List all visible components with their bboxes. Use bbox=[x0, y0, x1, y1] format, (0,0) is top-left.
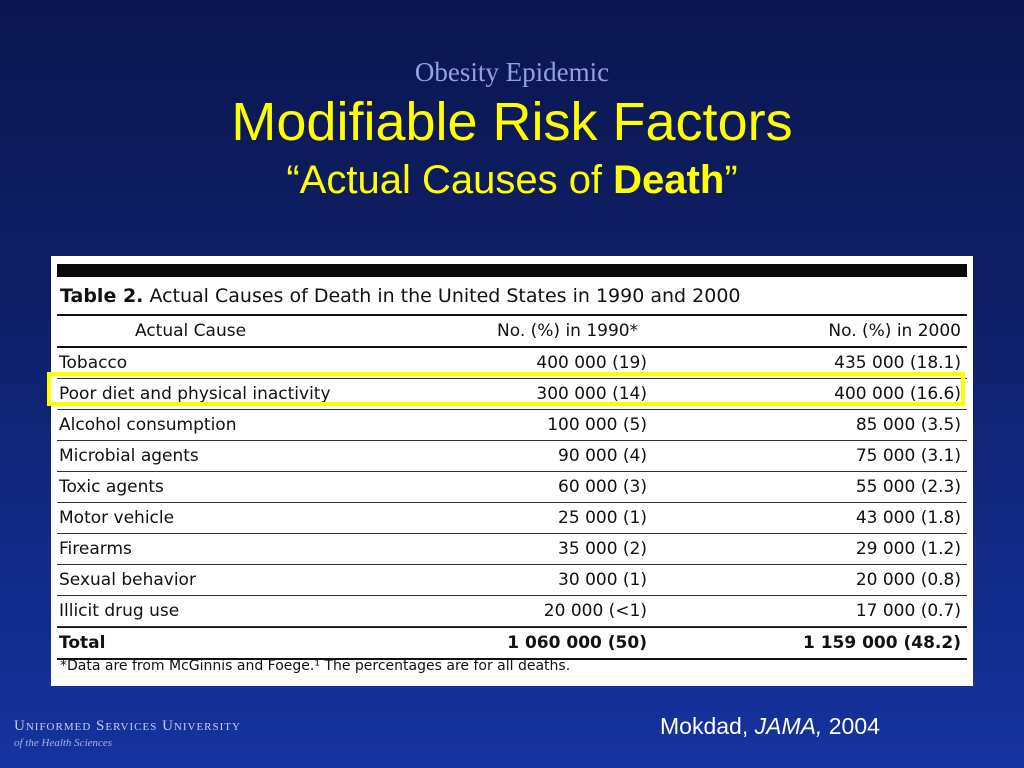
cell-cause: Toxic agents bbox=[59, 477, 164, 497]
cell-2000: 400 000 (16.6) bbox=[834, 384, 961, 404]
citation: Mokdad, JAMA, 2004 bbox=[660, 710, 950, 742]
column-header-cause: Actual Cause bbox=[135, 321, 247, 341]
logo-subname: of the Health Sciences bbox=[14, 737, 113, 749]
cell-1990: 30 000 (1) bbox=[558, 570, 647, 590]
cell-cause: Poor diet and physical inactivity bbox=[59, 384, 331, 404]
cell-cause: Motor vehicle bbox=[59, 508, 175, 528]
cell-2000: 17 000 (0.7) bbox=[855, 601, 961, 621]
table-row: Microbial agents 90 000 (4) 75 000 (3.1) bbox=[57, 441, 967, 472]
column-header-2000: No. (%) in 2000 bbox=[828, 321, 961, 341]
slide-overtitle: Obesity Epidemic bbox=[414, 57, 610, 87]
slide-header: Obesity Epidemic Modifiable Risk Factors… bbox=[0, 54, 1024, 206]
cell-1990: 35 000 (2) bbox=[558, 539, 647, 559]
column-header-1990: No. (%) in 1990* bbox=[497, 321, 639, 341]
citation-author: Mokdad, bbox=[660, 713, 755, 739]
cell-2000: 43 000 (1.8) bbox=[855, 508, 961, 528]
citation-journal: JAMA, bbox=[754, 713, 823, 739]
university-logo: Uniformed Services University of the Hea… bbox=[14, 716, 304, 756]
cell-1990: 20 000 (<1) bbox=[543, 601, 647, 621]
table-caption: Table 2. Actual Causes of Death in the U… bbox=[60, 280, 966, 312]
citation-year: 2004 bbox=[822, 713, 880, 739]
table-footnote: *Data are from McGinnis and Foege.¹ The … bbox=[60, 658, 571, 674]
table-row: Motor vehicle 25 000 (1) 43 000 (1.8) bbox=[57, 503, 967, 534]
cell-2000: 85 000 (3.5) bbox=[855, 415, 961, 435]
slide-subtitle: “Actual Causes of Death” bbox=[0, 154, 1024, 206]
subtitle-suffix: ” bbox=[724, 158, 738, 202]
table-panel: Table 2. Actual Causes of Death in the U… bbox=[51, 256, 973, 686]
cell-cause: Sexual behavior bbox=[59, 570, 196, 590]
total-1990: 1 060 000 (50) bbox=[507, 633, 647, 653]
table-caption-label: Table 2. bbox=[60, 285, 144, 307]
cell-cause: Tobacco bbox=[59, 353, 128, 373]
cell-2000: 29 000 (1.2) bbox=[855, 539, 961, 559]
table-total-row: Total 1 060 000 (50) 1 159 000 (48.2) bbox=[57, 627, 967, 660]
table-row: Alcohol consumption 100 000 (5) 85 000 (… bbox=[57, 410, 967, 441]
cell-2000: 75 000 (3.1) bbox=[855, 446, 961, 466]
cell-1990: 90 000 (4) bbox=[558, 446, 647, 466]
table-row: Toxic agents 60 000 (3) 55 000 (2.3) bbox=[57, 472, 967, 503]
cell-2000: 435 000 (18.1) bbox=[834, 353, 961, 373]
cell-1990: 25 000 (1) bbox=[558, 508, 647, 528]
total-label: Total bbox=[59, 633, 106, 653]
table-caption-text: Actual Causes of Death in the United Sta… bbox=[149, 285, 741, 307]
cell-2000: 55 000 (2.3) bbox=[855, 477, 961, 497]
subtitle-emphasis: Death bbox=[613, 158, 725, 202]
cell-2000: 20 000 (0.8) bbox=[855, 570, 961, 590]
cell-1990: 100 000 (5) bbox=[547, 415, 647, 435]
data-table: Actual Cause No. (%) in 1990* No. (%) in… bbox=[57, 314, 967, 660]
total-2000: 1 159 000 (48.2) bbox=[802, 633, 961, 653]
cell-cause: Firearms bbox=[59, 539, 132, 559]
cell-cause: Microbial agents bbox=[59, 446, 199, 466]
table-row: Tobacco 400 000 (19) 435 000 (18.1) bbox=[57, 348, 967, 379]
table-row: Poor diet and physical inactivity 300 00… bbox=[57, 379, 967, 410]
cell-cause: Alcohol consumption bbox=[59, 415, 237, 435]
table-row: Illicit drug use 20 000 (<1) 17 000 (0.7… bbox=[57, 596, 967, 627]
cell-1990: 400 000 (19) bbox=[536, 353, 647, 373]
cell-cause: Illicit drug use bbox=[59, 601, 180, 621]
cell-1990: 60 000 (3) bbox=[558, 477, 647, 497]
table-header-row: Actual Cause No. (%) in 1990* No. (%) in… bbox=[57, 316, 967, 348]
slide-title: Modifiable Risk Factors bbox=[231, 92, 793, 152]
table-row: Firearms 35 000 (2) 29 000 (1.2) bbox=[57, 534, 967, 565]
table-top-rule bbox=[57, 264, 967, 277]
cell-1990: 300 000 (14) bbox=[536, 384, 647, 404]
subtitle-prefix: “Actual Causes of bbox=[286, 158, 614, 202]
logo-name: Uniformed Services University bbox=[14, 718, 241, 734]
table-row: Sexual behavior 30 000 (1) 20 000 (0.8) bbox=[57, 565, 967, 596]
